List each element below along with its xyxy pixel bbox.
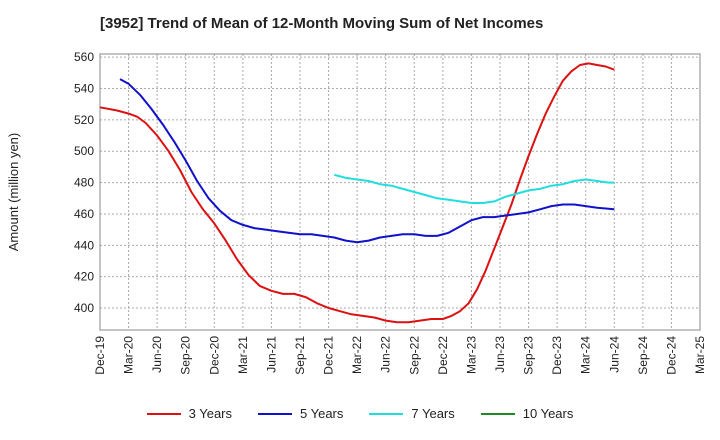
y-axis-label: Amount (million yen) [6,133,21,252]
y-tick-label: 540 [74,82,94,96]
y-tick-labels: 400 420 440 460 480 500 520 540 560 [74,50,94,315]
y-tick-label: 560 [74,50,94,64]
x-tick-label: Mar-21 [236,336,250,374]
x-tick-label: Jun-20 [150,336,164,373]
x-tick-label: Dec-19 [93,336,107,375]
legend-swatch [258,412,292,415]
legend-swatch [480,412,515,415]
y-tick-label: 500 [74,144,94,158]
legend-item-7-years: 7 Years [369,406,455,421]
legend-swatch [146,412,181,415]
legend-item-3-years: 3 Years [146,406,232,421]
x-tick-label: Dec-24 [664,336,678,375]
series-line-5-years [119,78,615,244]
legend-label: 10 Years [522,406,574,421]
legend-item-5-years: 5 Years [258,406,343,421]
chart-title: [3952] Trend of Mean of 12-Month Moving … [100,15,544,32]
series-line-3-years [99,62,615,324]
x-tick-label: Dec-20 [207,336,221,375]
x-tick-label: Mar-25 [693,336,707,374]
x-tick-label: Mar-24 [579,336,593,374]
x-tick-label: Jun-24 [607,336,621,373]
legend-label: 7 Years [411,406,455,421]
y-tick-label: 460 [74,207,94,221]
x-tick-label: Sep-23 [522,336,536,375]
plot-area-frame [99,53,701,331]
series-lines [99,62,615,324]
legend-label: 3 Years [188,406,232,421]
x-tick-label: Sep-24 [636,336,650,375]
legend-swatch [369,412,404,415]
grid-lines [99,54,701,330]
x-tick-label: Mar-22 [350,336,364,374]
x-tick-label: Mar-20 [122,336,136,374]
legend-label: 5 Years [300,406,344,421]
x-tick-label: Jun-21 [264,336,278,373]
x-tick-labels: Dec-19 Mar-20 Jun-20 Sep-20 Dec-20 Mar-21 Jun-… [93,336,707,375]
y-tick-label: 440 [74,238,94,252]
series-line-7-years [334,173,615,204]
y-tick-label: 400 [74,301,94,315]
x-tick-label: Jun-22 [379,336,393,373]
x-tick-label: Mar-23 [464,336,478,374]
y-tick-label: 520 [74,113,94,127]
x-tick-label: Sep-21 [293,336,307,375]
x-tick-label: Dec-21 [322,336,336,375]
x-tick-label: Sep-22 [407,336,421,375]
x-tick-label: Jun-23 [493,336,507,373]
legend-item-10-years: 10 Years [480,406,574,421]
legend: 3 Years 5 Years 7 Years 10 Years [0,406,720,421]
x-tick-label: Dec-22 [436,336,450,375]
x-tick-label: Sep-20 [179,336,193,375]
y-tick-label: 420 [74,270,94,284]
x-tick-label: Dec-23 [550,336,564,375]
y-tick-label: 480 [74,176,94,190]
